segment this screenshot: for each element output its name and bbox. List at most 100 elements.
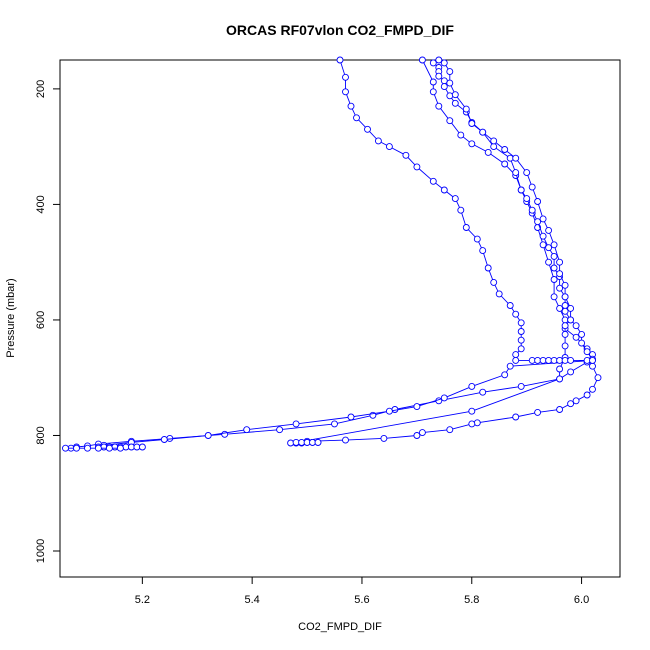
data-point <box>287 439 295 447</box>
data-point <box>534 218 542 226</box>
data-point <box>550 276 558 283</box>
data-point <box>539 232 547 240</box>
y-axis: 200 400 600 800 1000 <box>35 80 60 563</box>
data-point <box>567 304 575 312</box>
data-point <box>374 137 382 145</box>
data-point <box>561 307 569 315</box>
data-point <box>243 426 251 434</box>
data-point <box>545 258 553 266</box>
data-point <box>429 177 437 185</box>
data-point <box>534 408 542 416</box>
data-point <box>73 444 80 452</box>
data-point <box>512 154 520 162</box>
data-point <box>116 444 124 452</box>
series-line <box>70 59 594 449</box>
data-point <box>583 391 591 399</box>
data-point <box>468 407 476 415</box>
data-point <box>462 224 470 231</box>
data-point <box>468 382 476 390</box>
plot-frame <box>59 59 621 578</box>
data-point <box>347 102 355 110</box>
data-point <box>572 322 580 330</box>
data-point <box>556 365 564 373</box>
data-point <box>589 362 596 370</box>
data-point <box>468 140 476 148</box>
data-point <box>561 281 569 289</box>
data-point <box>512 413 520 421</box>
data-point <box>578 339 586 347</box>
data-point <box>567 400 575 408</box>
data-point <box>561 322 569 330</box>
data-point <box>380 434 388 442</box>
data-point <box>556 304 564 312</box>
data-point <box>479 388 487 396</box>
data-point <box>94 444 102 452</box>
data-point <box>62 444 69 452</box>
data-point <box>451 91 459 99</box>
data-series-1 <box>287 56 602 447</box>
data-point <box>440 394 448 402</box>
data-point <box>528 183 536 191</box>
data-point <box>473 419 481 427</box>
data-point <box>385 407 393 415</box>
data-point <box>413 432 421 439</box>
data-point <box>451 99 459 107</box>
data-point <box>342 436 349 444</box>
data-point <box>534 198 542 205</box>
data-point <box>512 351 520 359</box>
data-point <box>501 160 509 168</box>
data-point <box>517 382 525 390</box>
data-series-2 <box>292 59 575 446</box>
data-point <box>457 206 465 214</box>
data-point <box>479 247 487 255</box>
data-point <box>473 235 481 243</box>
data-point <box>440 186 448 194</box>
data-series-3 <box>67 56 596 452</box>
data-point <box>440 59 448 67</box>
chart-title: ORCAS RF07vlon CO2_FMPD_DIF <box>226 22 454 38</box>
data-point <box>572 333 580 341</box>
data-point <box>429 88 437 96</box>
data-point <box>490 137 498 145</box>
x-tick-label: 5.2 <box>135 594 150 606</box>
data-point <box>539 241 547 249</box>
data-point <box>517 345 525 353</box>
data-point <box>490 278 498 286</box>
y-tick-label: 800 <box>35 426 47 444</box>
data-point <box>314 438 322 446</box>
data-point <box>594 374 602 382</box>
data-point <box>567 316 575 324</box>
data-point <box>105 444 113 452</box>
data-point <box>385 143 393 151</box>
x-tick-label: 5.8 <box>464 594 479 606</box>
data-point <box>506 302 514 309</box>
data-point <box>331 420 338 428</box>
data-point <box>556 270 564 278</box>
data-point <box>501 371 509 379</box>
data-point <box>138 443 146 451</box>
data-point <box>512 169 520 177</box>
data-point <box>402 151 410 159</box>
data-point <box>556 284 564 292</box>
data-point <box>342 73 349 81</box>
data-point <box>468 420 476 428</box>
data-point <box>292 420 300 428</box>
data-point <box>523 169 531 177</box>
data-point <box>418 56 426 64</box>
data-point <box>364 125 371 133</box>
data-point <box>484 264 492 272</box>
data-point <box>160 436 168 443</box>
x-tick-label: 6.0 <box>574 594 589 606</box>
data-point <box>435 56 443 64</box>
data-point <box>446 426 454 434</box>
data-point <box>446 68 454 76</box>
data-point <box>578 330 586 338</box>
data-point <box>589 385 596 393</box>
data-point <box>353 114 360 122</box>
data-point <box>462 105 470 113</box>
data-point <box>451 195 459 203</box>
data-point <box>429 59 437 67</box>
data-point <box>561 293 569 301</box>
data-point <box>550 252 558 260</box>
data-point <box>561 342 569 350</box>
